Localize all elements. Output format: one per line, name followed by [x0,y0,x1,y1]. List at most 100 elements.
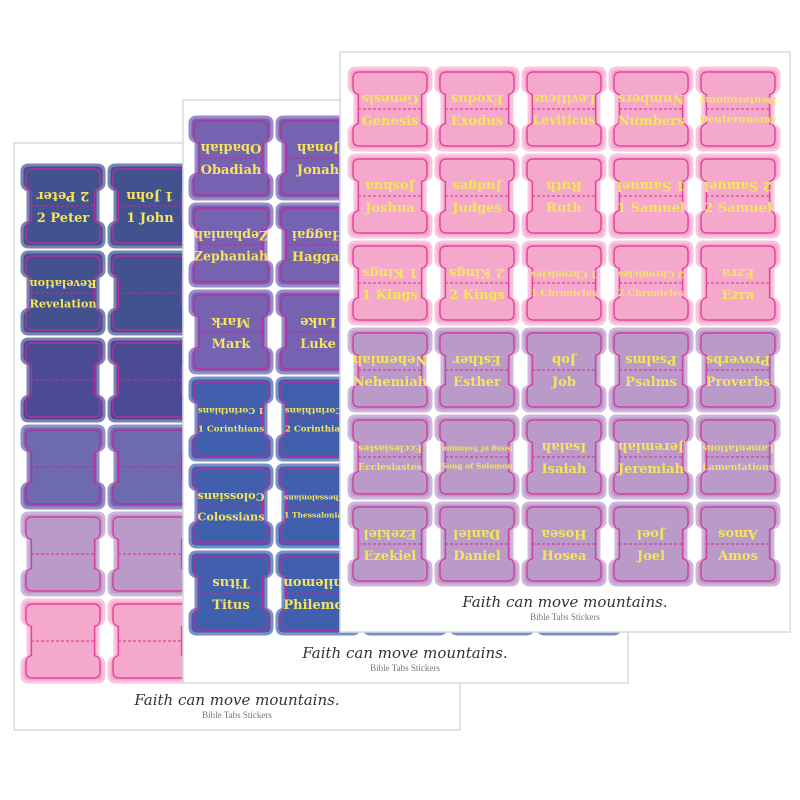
tab-label-inverted: 1 John [126,188,174,203]
tab-label-inverted: Isaiah [541,439,586,454]
tab-outline [700,158,776,234]
tab-label-inverted: 1 Chronicles [531,268,597,279]
tab-label: Lamentations [702,462,774,473]
tab-outline [613,71,689,147]
tab-label-inverted: Daniel [453,526,500,541]
tab-outline [526,332,602,408]
tab-sticker: Mark Mark [188,289,274,375]
tab-sticker: Amos Amos [695,501,781,587]
tab-label-inverted: Psalms [625,352,677,367]
tab-label-inverted: Titus [212,575,249,590]
tab-outline [352,506,428,582]
sheet-front: GenesisGenesisExodusExodusLeviticusLevit… [339,51,791,633]
tab-sticker: 1 Samuel 1 Samuel [608,153,694,239]
tab-outline [613,245,689,321]
tab-sticker: 1 Corinthians 1 Corinthians [188,376,274,462]
tab-label: Judges [451,201,501,216]
tab-label-inverted: Jonah [296,140,340,155]
tab-label: Jeremiah [617,462,685,477]
tab-sticker: Obadiah Obadiah [188,115,274,201]
tab-sticker: Jeremiah Jeremiah [608,414,694,500]
tab-outline [193,468,269,544]
tab-label: Ezra [722,288,755,303]
tab-sticker: Genesis Genesis [347,66,433,152]
tab-label: 2 Chronicles [618,288,684,299]
tab-sticker: 1 Chronicles 1 Chronicles [521,240,607,326]
tab-label: Genesis [362,114,419,129]
tab-sticker [107,250,193,336]
footer-slogan: Faith can move mountains. [301,644,507,662]
tab-outline [352,71,428,147]
tab-label: Jonah [296,163,340,178]
tab-outline [25,429,101,505]
tab-label-inverted: Haggai [292,227,344,242]
tab-label-inverted: Proverbs [706,352,770,367]
tab-label-inverted: Luke [300,314,336,329]
tab-label-inverted: 1 Samuel [617,178,685,193]
tab-label: Obadiah [201,163,262,178]
tab-label: 1 Thessalonians [284,510,352,519]
tab-sticker: Revelation Revelation [20,250,106,336]
tab-label: Titus [212,598,249,613]
tab-label: 2 Peter [37,211,90,226]
tab-sticker: Joshua Joshua [347,153,433,239]
tab-label: Ruth [546,201,582,216]
tab-label-inverted: Revelation [29,277,96,291]
tab-label-inverted: Ezra [721,265,754,280]
tab-label: Colossians [197,510,264,524]
tab-sticker: Judges Judges [434,153,520,239]
tab-label-inverted: Philemon [283,575,353,590]
footer-caption: Bible Tabs Stickers [370,663,440,673]
tab-label-inverted: 2 Corinthians [285,405,351,415]
tab-label: Psalms [625,375,677,390]
tab-sticker: Leviticus Leviticus [521,66,607,152]
tab-sticker: 2 Samuel 2 Samuel [695,153,781,239]
tab-sticker [107,598,193,684]
tab-sticker: Nehemiah Nehemiah [347,327,433,413]
tab-label-inverted: Deuteronomy [698,94,776,106]
tab-label-inverted: Joshua [365,178,416,193]
tab-label: Nehemiah [353,375,428,390]
tab-label-inverted: Leviticus [532,92,595,107]
tab-outline [526,245,602,321]
tab-outline [352,158,428,234]
tab-label-inverted: Genesis [362,91,419,106]
footer-caption: Bible Tabs Stickers [202,710,272,720]
tab-label-inverted: 2 Kings [449,265,505,280]
tab-outline [193,294,269,370]
tab-label: Deuteronomy [699,114,777,126]
tab-label-inverted: Esther [453,352,501,367]
tab-label-inverted: Jeremiah [617,439,685,454]
tab-sticker: Joel Joel [608,501,694,587]
tab-label-inverted: Ecclesiastes [358,442,422,453]
tab-label: 1 Kings [362,288,418,303]
tab-sticker: Numbers Numbers [608,66,694,152]
tab-label-inverted: Numbers [618,91,685,106]
tab-label-inverted: 1 Thessalonians [284,494,352,503]
tab-outline [700,245,776,321]
tab-label-inverted: Hosea [541,526,587,541]
tab-label-inverted: Exodus [451,91,503,106]
tab-sticker: 2 Kings 2 Kings [434,240,520,326]
tab-outline [613,158,689,234]
tab-label-inverted: 2 Chronicles [618,268,684,279]
tab-label-inverted: Lamentations [702,442,774,453]
tab-label: Daniel [453,549,500,564]
tab-outline [439,506,515,582]
tab-outline [439,245,515,321]
tab-outline [700,506,776,582]
tab-sticker: Hosea Hosea [521,501,607,587]
tab-label: Joel [636,549,665,564]
tab-sticker: 1 Kings 1 Kings [347,240,433,326]
tab-outline [613,419,689,495]
tab-sticker: Exodus Exodus [434,66,520,152]
tab-sticker [107,511,193,597]
tab-outline [526,71,602,147]
tab-label-inverted: 2 Samuel [704,178,772,193]
tab-sticker [107,424,193,510]
tab-label: Song of Solomon [441,461,513,470]
tab-label-inverted: Obadiah [200,140,261,155]
tab-label: 2 Corinthians [285,424,351,434]
tab-label: Proverbs [706,375,770,390]
tab-label-inverted: Zephaniah [194,228,268,243]
